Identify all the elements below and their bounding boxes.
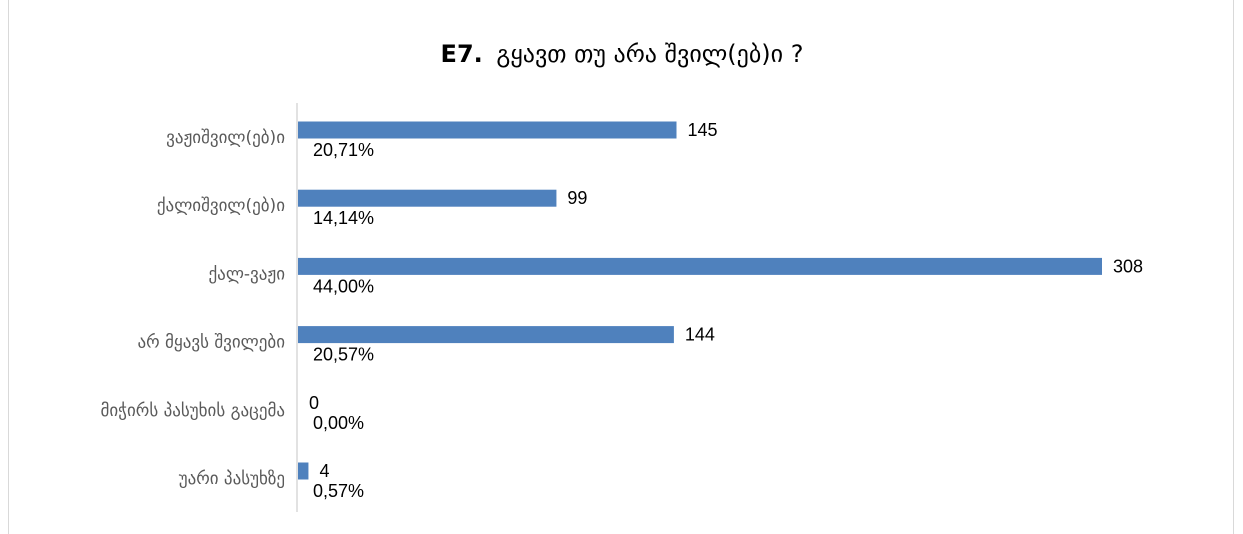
value-label: 4 bbox=[319, 461, 329, 481]
bar bbox=[298, 189, 557, 207]
chart-frame: E7. გყავთ თუ არა შვილ(ებ)ი ? ვაჟიშვილ(ებ… bbox=[8, 0, 1234, 534]
category-label: ვაჟიშვილ(ებ)ი bbox=[166, 128, 285, 148]
percent-label: 20,57% bbox=[313, 345, 374, 365]
chart-title-code: E7. bbox=[441, 40, 483, 68]
bar bbox=[298, 257, 1102, 275]
category-label: ქალ-ვაჟი bbox=[208, 264, 285, 284]
category-label: მიჭირს პასუხის გაცემა bbox=[100, 401, 285, 421]
value-label: 144 bbox=[685, 325, 715, 345]
value-label: 99 bbox=[567, 188, 587, 208]
chart-svg: E7. გყავთ თუ არა შვილ(ებ)ი ? ვაჟიშვილ(ებ… bbox=[100, 40, 1143, 512]
value-label: 145 bbox=[688, 120, 718, 140]
value-label: 0 bbox=[309, 393, 319, 413]
category-label: ქალიშვილ(ებ)ი bbox=[157, 196, 285, 216]
percent-label: 20,71% bbox=[313, 140, 374, 160]
bar bbox=[298, 121, 677, 139]
percent-label: 0,00% bbox=[313, 413, 364, 433]
category-label: არ მყავს შვილები bbox=[137, 333, 285, 353]
chart-title-text: გყავთ თუ არა შვილ(ებ)ი ? bbox=[496, 40, 803, 68]
chart-title: E7. გყავთ თუ არა შვილ(ებ)ი ? bbox=[441, 40, 804, 68]
bars-group: ვაჟიშვილ(ებ)ი 145 20,71% ქალიშვილ(ებ)ი 99 14,… bbox=[100, 120, 1143, 501]
category-label: უარი პასუხზე bbox=[179, 469, 285, 489]
percent-label: 14,14% bbox=[313, 208, 374, 228]
percent-label: 44,00% bbox=[313, 276, 374, 296]
percent-label: 0,57% bbox=[313, 481, 364, 501]
value-label: 308 bbox=[1113, 256, 1143, 276]
bar bbox=[298, 462, 309, 480]
bar bbox=[298, 326, 674, 344]
